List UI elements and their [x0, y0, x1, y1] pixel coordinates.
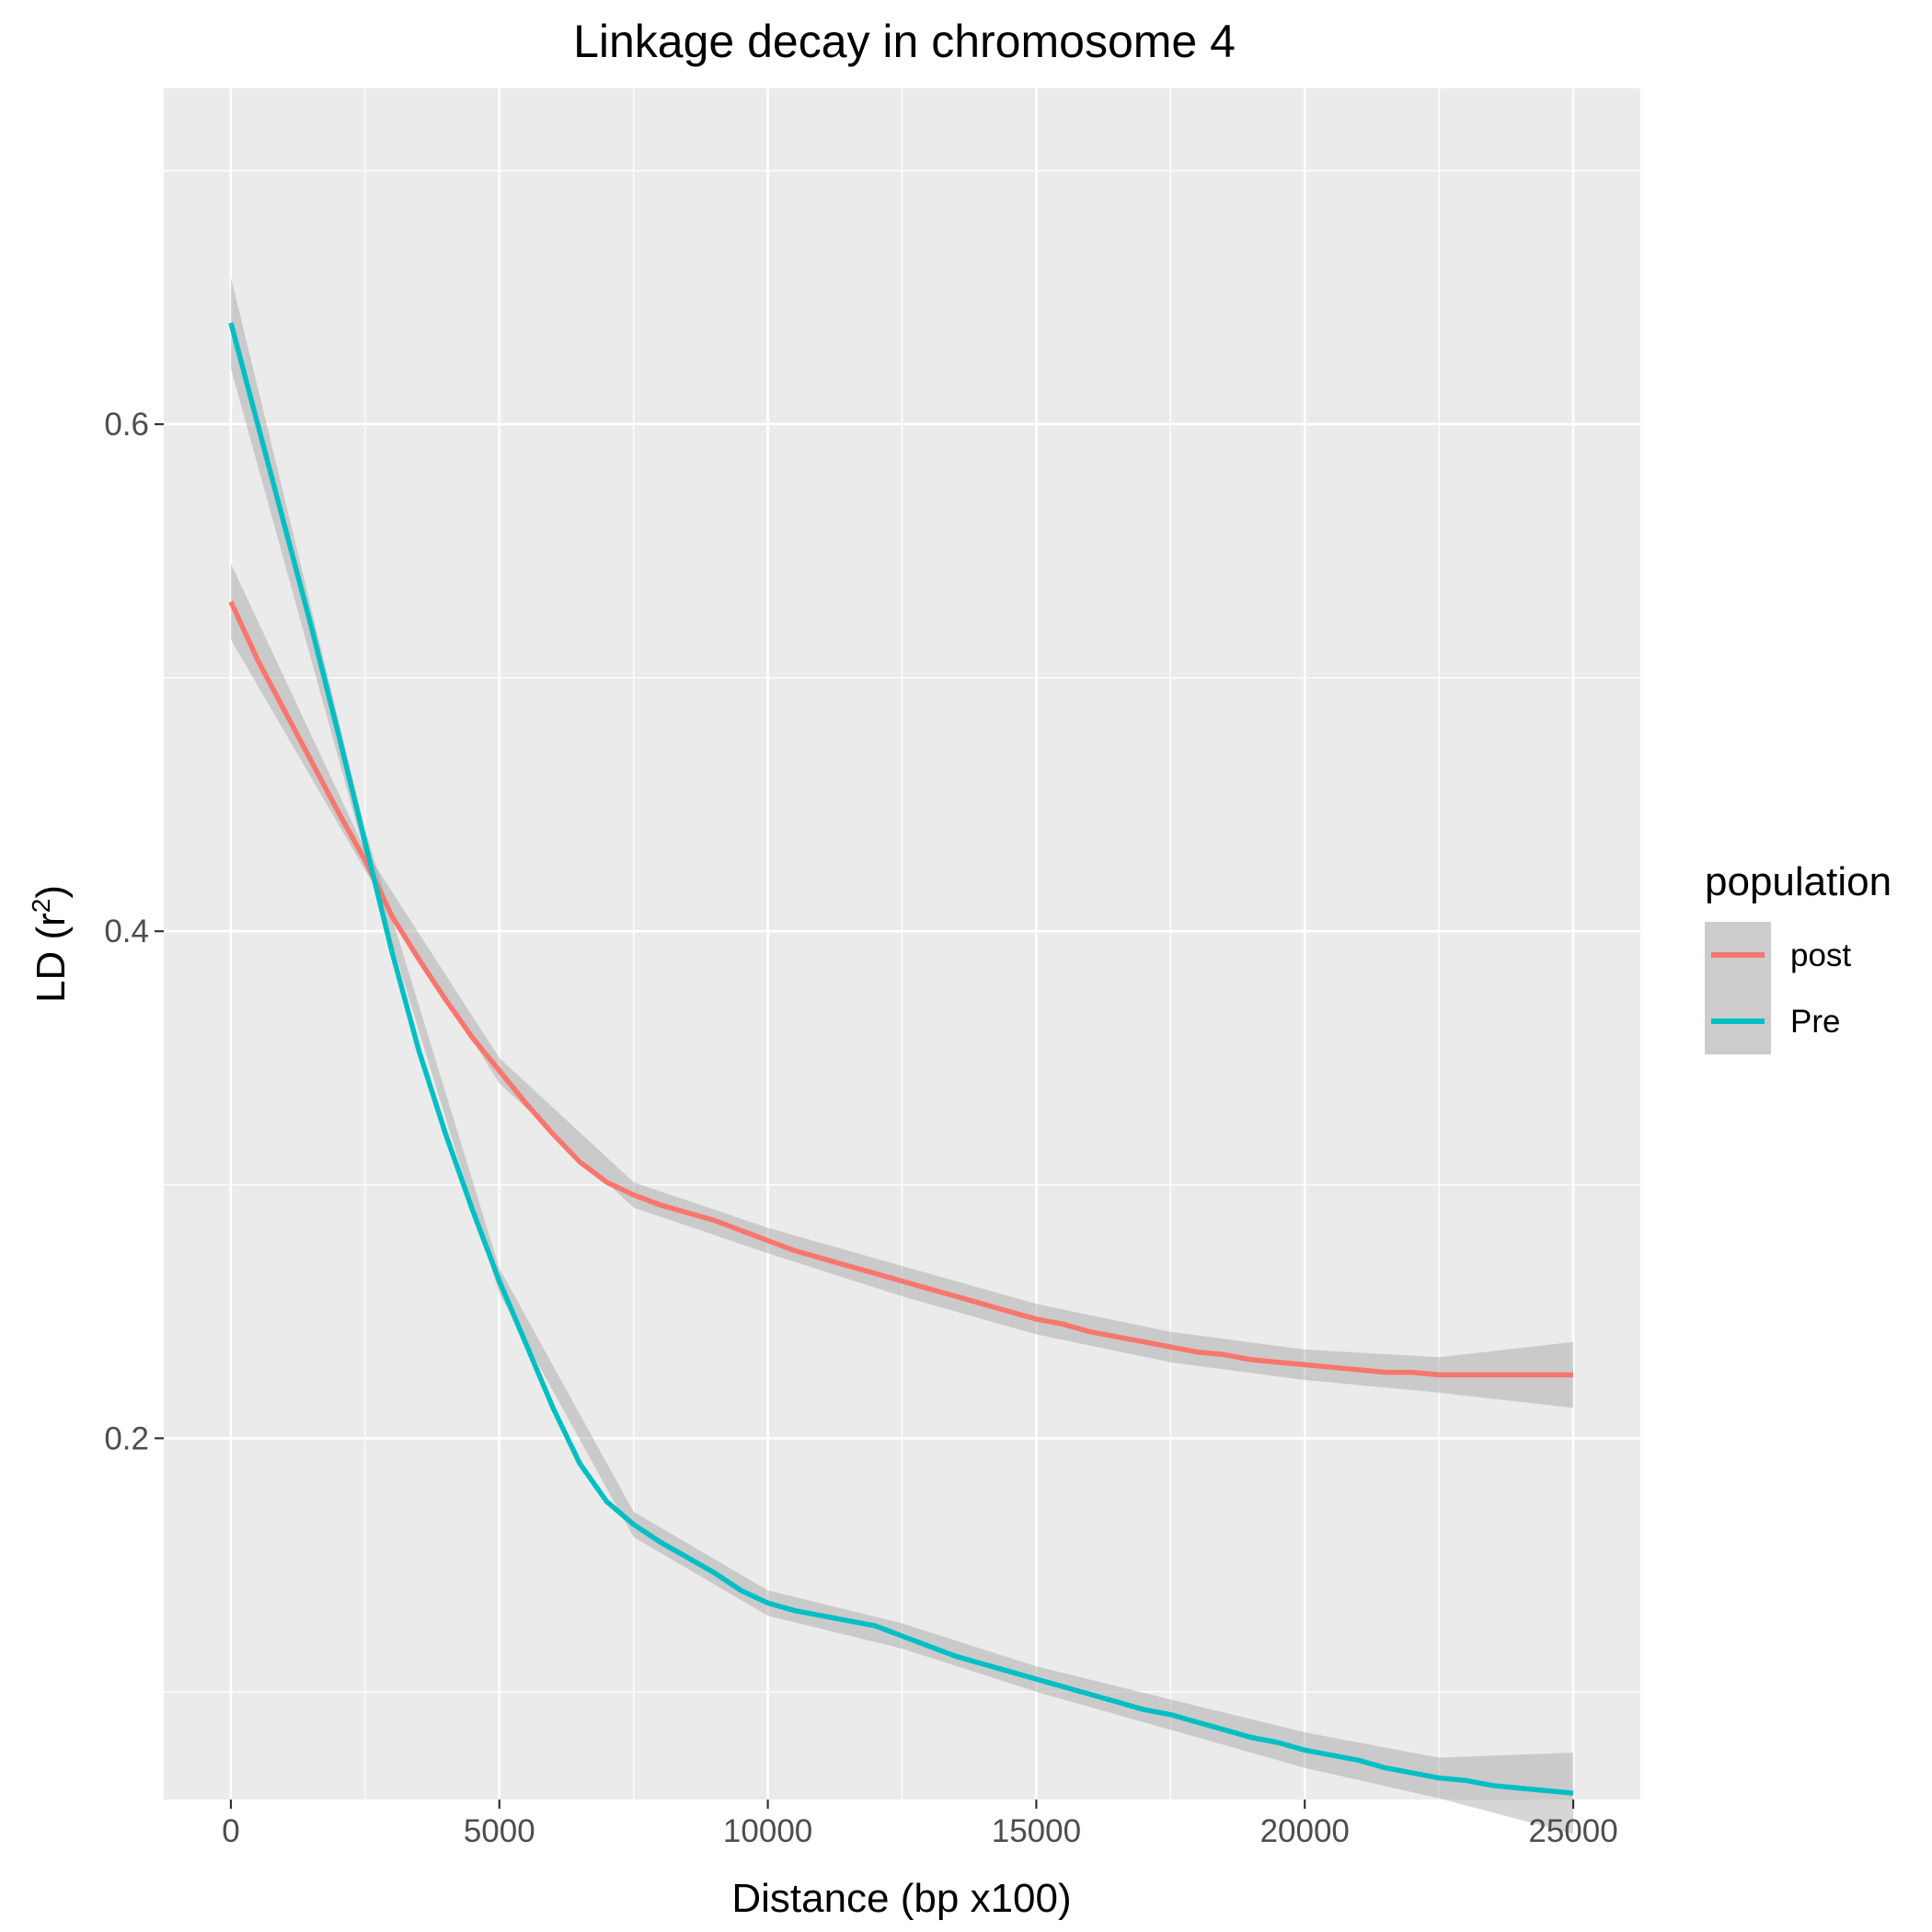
- series-line-post: [228, 600, 1573, 1378]
- x-tick-label: 15000: [992, 1813, 1081, 1849]
- x-tick-label: 5000: [464, 1813, 535, 1849]
- y-tick-label: 0.4: [104, 914, 149, 949]
- x-tick-label: 20000: [1260, 1813, 1350, 1849]
- series-lines: [228, 322, 1574, 1796]
- y-axis-title: LD (r2): [27, 885, 74, 1003]
- legend: population post Pre: [1705, 859, 1892, 1054]
- y-tick-label: 0.2: [104, 1420, 149, 1456]
- legend-label-post: post: [1790, 937, 1851, 973]
- x-tick-label: 25000: [1528, 1813, 1617, 1849]
- y-axis-title-close: ): [29, 885, 74, 899]
- series-line-pre: [228, 322, 1574, 1796]
- y-tick-label: 0.6: [104, 407, 149, 443]
- grid-lines: [164, 88, 1640, 1800]
- chart-title: Linkage decay in chromosome 4: [573, 16, 1236, 67]
- x-tick-label: 0: [222, 1813, 239, 1849]
- x-axis-title: Distance (bp x100): [731, 1876, 1071, 1921]
- x-tick-label: 10000: [723, 1813, 812, 1849]
- legend-title: population: [1705, 859, 1892, 904]
- y-axis-title-superscript: 2: [27, 899, 55, 914]
- y-axis-title-main: LD (r: [29, 913, 74, 1003]
- legend-label-pre: Pre: [1790, 1004, 1840, 1040]
- axes: 0 5000 10000 15000 20000 25000 0.2 0.4 0.6: [104, 407, 1617, 1849]
